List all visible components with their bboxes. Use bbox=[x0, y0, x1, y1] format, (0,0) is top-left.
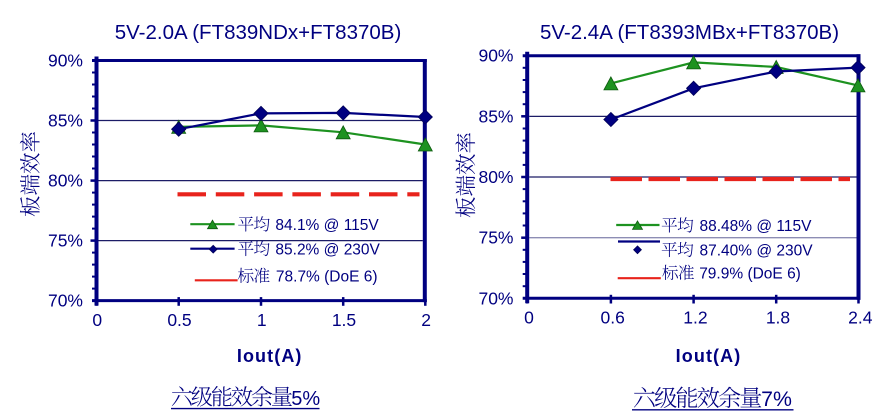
svg-text:87.40% @ 230V: 87.40% @ 230V bbox=[700, 243, 814, 260]
svg-text:78.7% (DoE 6): 78.7% (DoE 6) bbox=[276, 269, 378, 286]
svg-text:1: 1 bbox=[257, 310, 267, 330]
svg-text:90%: 90% bbox=[48, 51, 83, 71]
svg-text:0: 0 bbox=[92, 310, 102, 330]
svg-text:75%: 75% bbox=[48, 231, 83, 251]
svg-text:Iout(A): Iout(A) bbox=[676, 346, 742, 366]
svg-text:5%: 5% bbox=[291, 388, 320, 410]
svg-text:0.6: 0.6 bbox=[601, 308, 625, 328]
svg-text:70%: 70% bbox=[478, 288, 513, 308]
svg-text:0: 0 bbox=[524, 308, 534, 328]
svg-text:88.48% @ 115V: 88.48% @ 115V bbox=[700, 218, 813, 235]
svg-text:75%: 75% bbox=[478, 228, 513, 248]
svg-text:80%: 80% bbox=[48, 171, 83, 191]
svg-text:70%: 70% bbox=[48, 291, 83, 311]
svg-text:85%: 85% bbox=[48, 111, 83, 131]
svg-text:84.1% @ 115V: 84.1% @ 115V bbox=[275, 217, 379, 234]
svg-text:Iout(A): Iout(A) bbox=[237, 346, 303, 366]
svg-text:1.2: 1.2 bbox=[683, 308, 707, 328]
svg-text:2.4: 2.4 bbox=[848, 308, 873, 328]
svg-text:79.9% (DoE 6): 79.9% (DoE 6) bbox=[699, 266, 801, 283]
svg-text:85%: 85% bbox=[478, 106, 513, 126]
svg-text:1.8: 1.8 bbox=[766, 308, 790, 328]
svg-text:1.5: 1.5 bbox=[332, 310, 356, 330]
svg-text:0.5: 0.5 bbox=[167, 310, 191, 330]
svg-text:85.2% @ 230V: 85.2% @ 230V bbox=[275, 242, 380, 259]
svg-text:80%: 80% bbox=[478, 167, 513, 187]
svg-text:5V-2.4A (FT8393MBx+FT8370B): 5V-2.4A (FT8393MBx+FT8370B) bbox=[540, 21, 839, 44]
svg-text:5V-2.0A (FT839NDx+FT8370B): 5V-2.0A (FT839NDx+FT8370B) bbox=[115, 21, 402, 44]
svg-text:90%: 90% bbox=[478, 46, 513, 66]
svg-text:2: 2 bbox=[421, 310, 431, 330]
svg-text:7%: 7% bbox=[761, 387, 792, 411]
